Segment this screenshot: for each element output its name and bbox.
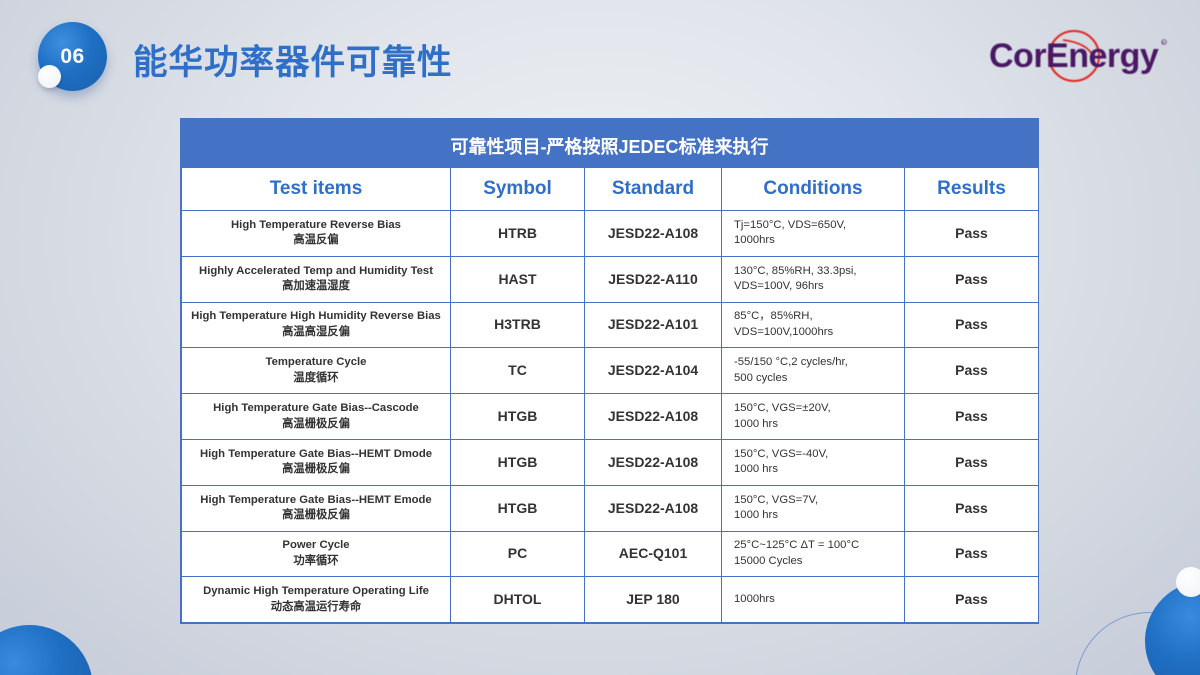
svg-text:CorEnergy: CorEnergy <box>989 37 1159 75</box>
